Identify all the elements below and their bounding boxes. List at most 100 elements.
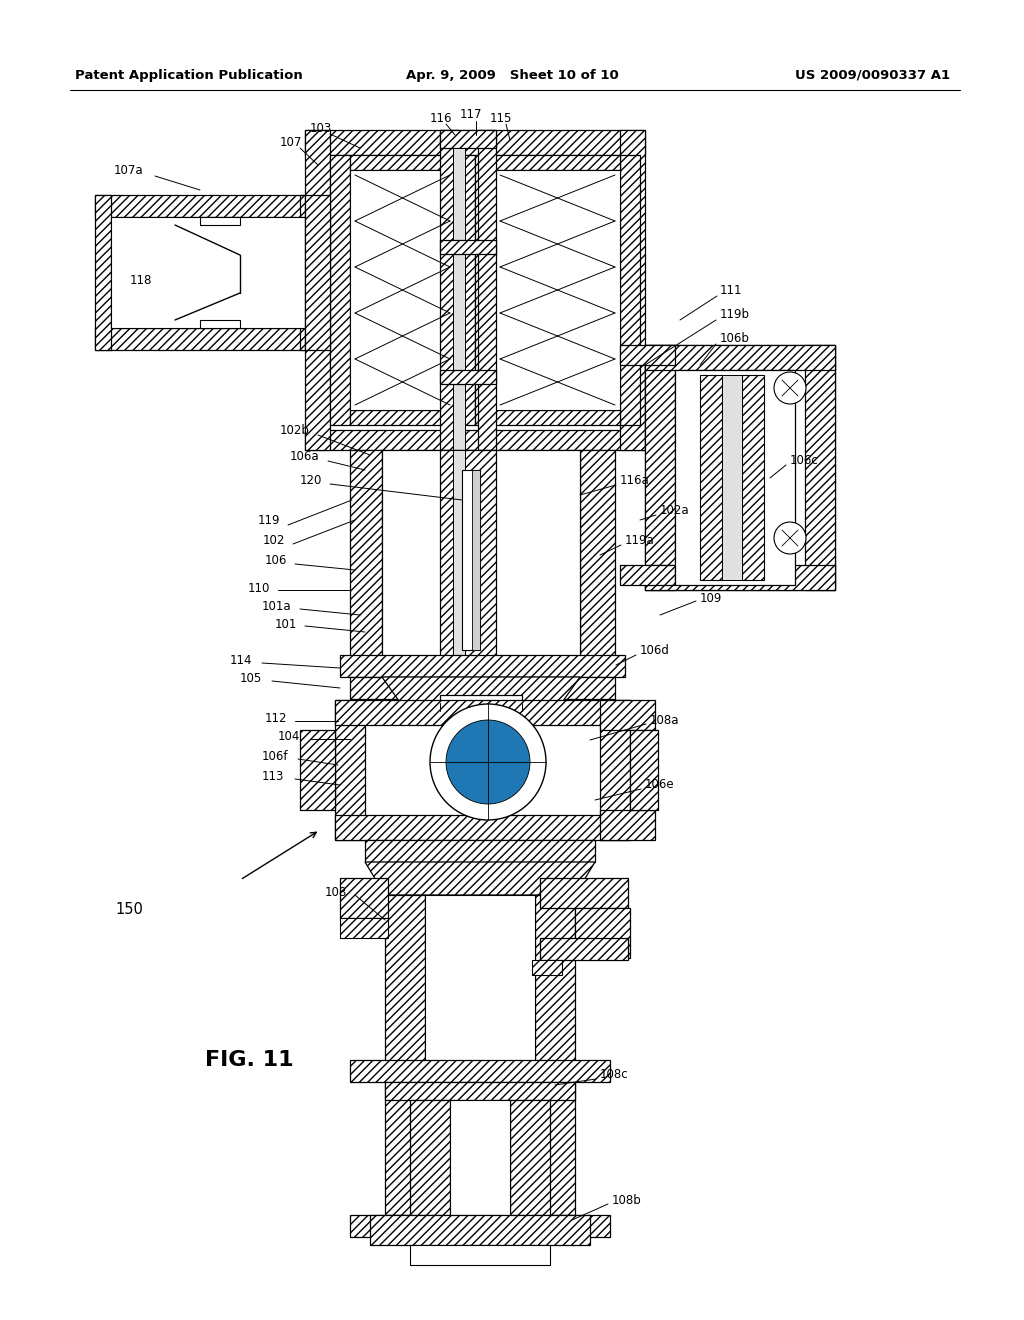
Bar: [425, 895, 535, 1074]
Bar: [350, 1214, 610, 1237]
Bar: [350, 1060, 610, 1082]
Bar: [365, 840, 595, 862]
Circle shape: [774, 521, 806, 554]
Text: 113: 113: [262, 770, 285, 783]
Bar: [440, 696, 522, 711]
Text: 106b: 106b: [720, 331, 750, 345]
Bar: [495, 411, 620, 425]
Bar: [440, 370, 496, 384]
Text: 106f: 106f: [262, 750, 289, 763]
Text: 102a: 102a: [660, 503, 689, 516]
Text: 105: 105: [240, 672, 262, 685]
Bar: [95, 195, 335, 216]
Text: 102: 102: [263, 533, 286, 546]
Text: 101: 101: [275, 618, 297, 631]
Text: 119: 119: [258, 513, 281, 527]
Bar: [630, 730, 658, 810]
Polygon shape: [382, 677, 580, 708]
Bar: [472, 470, 480, 649]
Bar: [645, 345, 835, 590]
Text: 102b: 102b: [280, 424, 310, 437]
Text: 111: 111: [720, 284, 742, 297]
Text: 107: 107: [280, 136, 302, 149]
Bar: [462, 470, 480, 649]
Text: 115: 115: [490, 111, 512, 124]
Text: 117: 117: [460, 108, 482, 121]
Bar: [300, 730, 335, 810]
Bar: [440, 129, 458, 450]
Bar: [742, 375, 764, 579]
Bar: [478, 129, 496, 450]
Circle shape: [446, 719, 530, 804]
Text: 108c: 108c: [600, 1068, 629, 1081]
Text: 103: 103: [310, 121, 332, 135]
Text: 104: 104: [278, 730, 300, 742]
Text: 120: 120: [300, 474, 323, 487]
Bar: [350, 677, 615, 700]
Text: 118: 118: [130, 273, 153, 286]
Bar: [645, 565, 835, 590]
Bar: [335, 700, 630, 725]
Bar: [305, 195, 330, 350]
Circle shape: [774, 372, 806, 404]
Text: Patent Application Publication: Patent Application Publication: [75, 69, 303, 82]
Bar: [95, 327, 335, 350]
Bar: [453, 450, 465, 671]
Text: 150: 150: [115, 903, 143, 917]
Text: 106a: 106a: [290, 450, 319, 462]
Bar: [620, 565, 675, 585]
Text: 116a: 116a: [620, 474, 650, 487]
Bar: [535, 1074, 575, 1214]
Bar: [370, 1214, 590, 1245]
Text: 109: 109: [700, 591, 722, 605]
Bar: [455, 154, 475, 425]
Bar: [340, 917, 388, 939]
Text: 119a: 119a: [625, 533, 654, 546]
Bar: [675, 370, 795, 585]
Bar: [350, 450, 382, 671]
Bar: [350, 170, 455, 411]
Bar: [600, 810, 655, 840]
Bar: [305, 430, 645, 450]
Text: 112: 112: [265, 711, 288, 725]
Bar: [620, 154, 640, 425]
Text: 106c: 106c: [790, 454, 819, 466]
Text: 114: 114: [230, 653, 253, 667]
Bar: [495, 154, 620, 170]
Bar: [300, 195, 330, 216]
Bar: [330, 154, 350, 425]
Bar: [305, 129, 330, 450]
Bar: [111, 216, 330, 327]
Bar: [600, 700, 655, 730]
Text: US 2009/0090337 A1: US 2009/0090337 A1: [795, 69, 950, 82]
Bar: [200, 319, 240, 327]
Bar: [440, 240, 496, 253]
Text: 101a: 101a: [262, 599, 292, 612]
Bar: [385, 1074, 425, 1214]
Text: 106: 106: [265, 553, 288, 566]
Bar: [535, 895, 575, 1074]
Text: 108: 108: [325, 886, 347, 899]
Bar: [620, 345, 675, 366]
Bar: [382, 450, 580, 671]
Text: 106d: 106d: [640, 644, 670, 656]
Bar: [305, 129, 645, 154]
Bar: [722, 375, 742, 579]
Bar: [335, 700, 365, 840]
Text: 116: 116: [430, 111, 453, 124]
Bar: [805, 345, 835, 590]
Text: 110: 110: [248, 582, 270, 594]
Circle shape: [430, 704, 546, 820]
Text: FIG. 11: FIG. 11: [205, 1049, 294, 1071]
Bar: [300, 327, 330, 350]
Bar: [335, 814, 630, 840]
Bar: [440, 450, 496, 671]
Bar: [475, 154, 495, 425]
Text: 108b: 108b: [612, 1193, 642, 1206]
Text: 119b: 119b: [720, 309, 750, 322]
Bar: [645, 345, 835, 370]
Bar: [340, 878, 388, 917]
Bar: [385, 895, 425, 1074]
Bar: [540, 878, 628, 908]
Bar: [425, 1074, 535, 1214]
